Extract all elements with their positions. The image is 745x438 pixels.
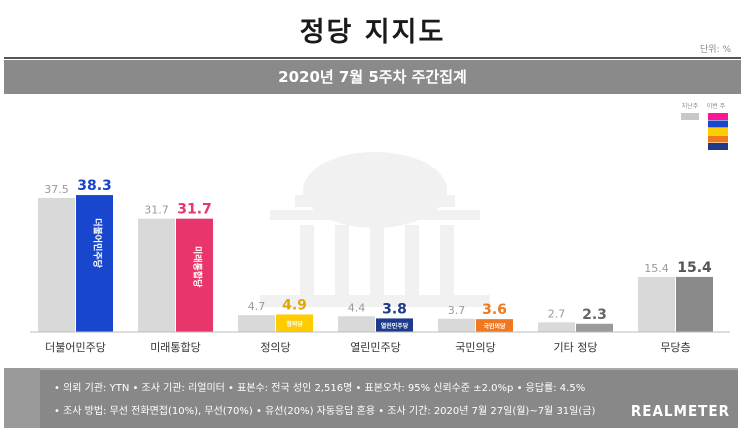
legend-prev-swatch	[681, 113, 699, 120]
bar-this-week	[376, 318, 413, 332]
prev-value-label: 2.7	[548, 307, 566, 320]
legend-curr-swatch	[708, 120, 728, 128]
bar-this-week	[576, 323, 613, 332]
curr-value-label: 4.9	[282, 297, 307, 313]
legend-curr-swatch	[708, 135, 728, 143]
legend-curr-label: 이번 주	[707, 102, 726, 110]
curr-value-label: 31.7	[177, 202, 212, 218]
bar-prev-week	[238, 315, 275, 332]
legend-prev-label: 지난주	[682, 102, 699, 110]
prev-value-label: 15.4	[644, 262, 669, 275]
category-label: 무당층	[660, 341, 690, 354]
bar-prev-week	[638, 276, 675, 332]
bar-party-logo: 더불어민주당	[92, 218, 104, 268]
bar-this-week	[76, 195, 113, 332]
curr-value-label: 3.8	[382, 301, 407, 317]
legend-curr-swatch	[708, 128, 728, 135]
legend-curr-swatch	[708, 113, 728, 120]
footer-tab	[4, 368, 40, 428]
brand-logo: REALMETER	[630, 402, 730, 420]
bar-prev-week	[138, 218, 175, 332]
legend-curr-swatch	[708, 143, 728, 150]
category-label: 더불어민주당	[45, 341, 106, 354]
bar-this-week	[276, 314, 313, 332]
unit-label: 단위: %	[699, 45, 731, 55]
bar-this-week	[676, 276, 713, 332]
bar-this-week	[476, 319, 513, 332]
prev-value-label: 3.7	[448, 304, 466, 317]
prev-value-label: 37.5	[44, 183, 69, 196]
bar-party-logo: 미래통합당	[192, 246, 204, 288]
legend: 지난주 이번 주	[681, 102, 728, 150]
prev-value-label: 4.4	[348, 301, 366, 314]
category-label: 미래통합당	[150, 341, 201, 354]
background-watermark	[260, 152, 490, 307]
category-label: 기타 정당	[554, 341, 598, 354]
bar-party-logo: 정의당	[286, 320, 303, 328]
curr-value-label: 2.3	[582, 307, 607, 323]
survey-note-2: • 조사 방법: 무선 전화면접(10%), 무선(70%) • 유선(20%)…	[54, 406, 596, 417]
bar-prev-week	[338, 316, 375, 332]
chart-title: 정당 지지도	[299, 17, 446, 48]
survey-notes: • 의뢰 기관: YTN • 조사 기관: 리얼미터 • 표본수: 전국 성인 …	[40, 368, 738, 428]
bar-party-logo: 국민의당	[483, 323, 506, 331]
title-divider	[4, 57, 741, 59]
curr-value-label: 15.4	[677, 260, 712, 276]
bar-party-logo: 열린민주당	[381, 322, 409, 330]
prev-value-label: 31.7	[144, 204, 169, 217]
prev-value-label: 4.7	[248, 300, 266, 313]
category-label: 국민의당	[455, 341, 495, 354]
bar-prev-week	[438, 318, 475, 332]
curr-value-label: 3.6	[482, 302, 507, 318]
bar-prev-week	[538, 322, 575, 332]
category-label: 정의당	[260, 341, 290, 354]
bar-this-week	[176, 218, 213, 332]
curr-value-label: 38.3	[77, 178, 112, 194]
survey-note-1: • 의뢰 기관: YTN • 조사 기관: 리얼미터 • 표본수: 전국 성인 …	[54, 383, 586, 394]
category-label: 열린민주당	[350, 341, 401, 354]
bar-prev-week	[38, 197, 75, 332]
chart-subtitle: 2020년 7월 5주차 주간집계	[278, 68, 467, 86]
subtitle-banner: 2020년 7월 5주차 주간집계	[4, 60, 741, 94]
